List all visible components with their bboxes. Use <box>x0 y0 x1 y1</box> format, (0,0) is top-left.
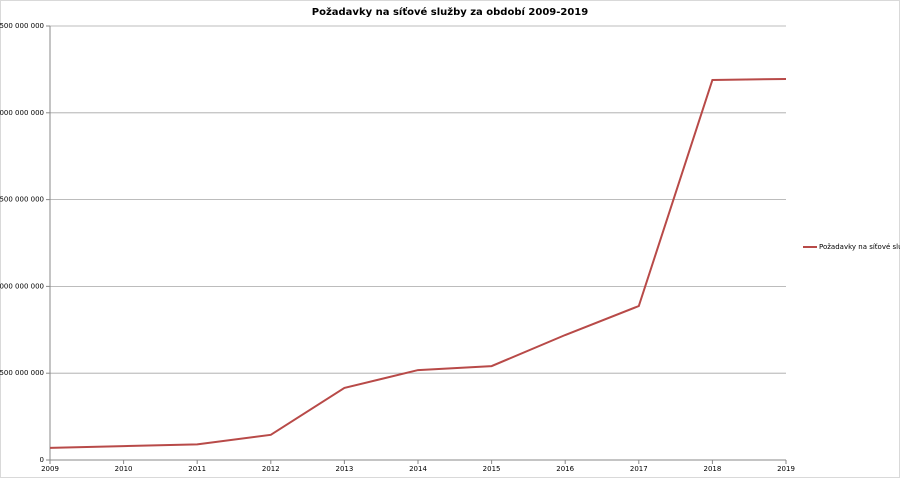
y-tick-label: 2 500 000 000 <box>0 22 44 30</box>
legend-label: Požadavky na síťové služby <box>819 242 900 251</box>
x-tick-label: 2013 <box>335 465 353 473</box>
x-tick-label: 2016 <box>556 465 574 473</box>
x-tick-label: 2011 <box>188 465 206 473</box>
y-tick-label: 0 <box>40 456 44 464</box>
y-tick-label: 2 000 000 000 <box>0 109 44 117</box>
x-tick-label: 2017 <box>630 465 648 473</box>
x-tick-label: 2010 <box>115 465 133 473</box>
y-tick-label: 1 500 000 000 <box>0 196 44 204</box>
y-tick-label: 1 000 000 000 <box>0 282 44 290</box>
x-tick-label: 2014 <box>409 465 427 473</box>
x-tick-label: 2015 <box>483 465 501 473</box>
x-tick-label: 2018 <box>703 465 721 473</box>
x-tick-label: 2009 <box>41 465 59 473</box>
x-tick-label: 2012 <box>262 465 280 473</box>
data-line <box>49 77 787 449</box>
y-tick-label: 500 000 000 <box>0 369 44 377</box>
chart-title: Požadavky na síťové služby za období 200… <box>312 6 589 18</box>
x-tick-label: 2019 <box>777 465 795 473</box>
